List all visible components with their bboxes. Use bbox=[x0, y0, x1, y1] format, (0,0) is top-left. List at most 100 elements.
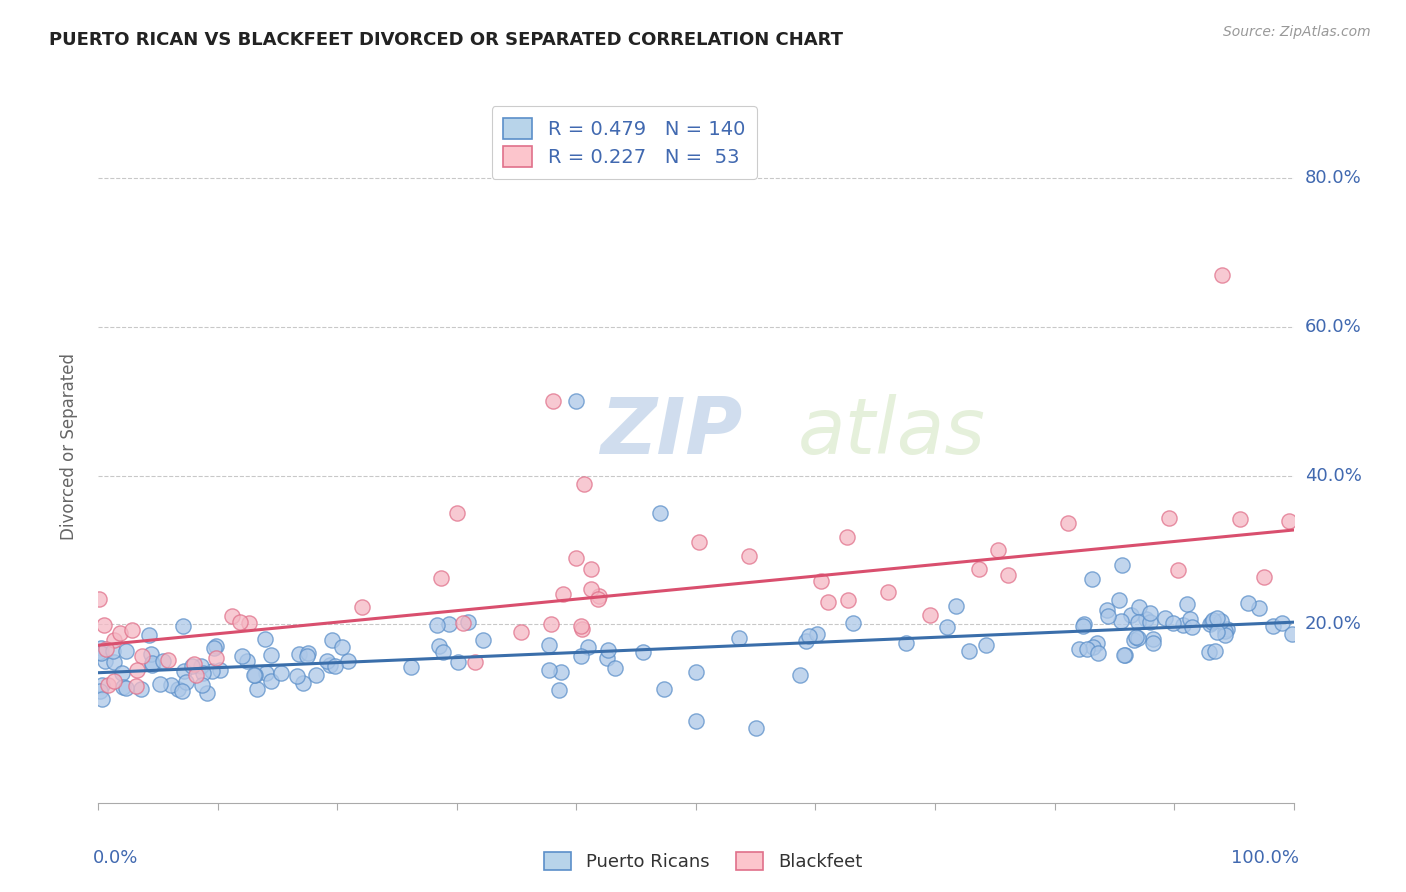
Point bbox=[323, 658, 346, 673]
Point bbox=[152, 654, 174, 668]
Point bbox=[571, 622, 593, 636]
Point bbox=[588, 589, 610, 603]
Point bbox=[170, 683, 193, 698]
Point bbox=[131, 648, 153, 663]
Point bbox=[97, 678, 120, 692]
Point bbox=[569, 648, 592, 663]
Point bbox=[112, 680, 135, 694]
Point bbox=[125, 679, 148, 693]
Point bbox=[565, 394, 588, 409]
Point bbox=[430, 572, 453, 586]
Point bbox=[987, 543, 1010, 558]
Point bbox=[1081, 640, 1104, 654]
Point bbox=[1281, 627, 1303, 641]
Point bbox=[246, 681, 269, 696]
Point bbox=[1180, 612, 1202, 626]
Point bbox=[596, 643, 619, 657]
Point bbox=[1175, 597, 1198, 611]
Point bbox=[127, 663, 149, 677]
Point bbox=[1211, 268, 1233, 282]
Point bbox=[842, 615, 865, 630]
Point bbox=[254, 632, 277, 647]
Point bbox=[936, 619, 959, 633]
Point bbox=[195, 685, 218, 699]
Point bbox=[1263, 618, 1285, 632]
Text: 20.0%: 20.0% bbox=[1305, 615, 1361, 633]
Point bbox=[1125, 630, 1147, 644]
Point bbox=[457, 615, 479, 630]
Point bbox=[103, 644, 125, 658]
Point bbox=[446, 506, 468, 520]
Point bbox=[1229, 511, 1251, 525]
Point bbox=[205, 640, 228, 654]
Point bbox=[1161, 616, 1184, 631]
Point bbox=[1097, 603, 1119, 617]
Point bbox=[87, 645, 110, 659]
Point bbox=[90, 646, 112, 660]
Point bbox=[1114, 648, 1136, 662]
Point bbox=[1198, 617, 1220, 632]
Point bbox=[319, 658, 342, 673]
Text: atlas: atlas bbox=[797, 393, 986, 470]
Point bbox=[93, 654, 115, 668]
Point bbox=[330, 640, 353, 654]
Point bbox=[1205, 624, 1227, 639]
Point bbox=[451, 615, 474, 630]
Point bbox=[141, 658, 163, 673]
Text: PUERTO RICAN VS BLACKFEET DIVORCED OR SEPARATED CORRELATION CHART: PUERTO RICAN VS BLACKFEET DIVORCED OR SE… bbox=[49, 31, 844, 49]
Point bbox=[574, 476, 596, 491]
Point bbox=[1097, 609, 1119, 624]
Point bbox=[1073, 616, 1095, 631]
Point bbox=[1126, 631, 1149, 645]
Point bbox=[551, 587, 574, 601]
Legend: R = 0.479   N = 140, R = 0.227   N =  53: R = 0.479 N = 140, R = 0.227 N = 53 bbox=[492, 106, 756, 178]
Point bbox=[291, 676, 314, 690]
Point bbox=[797, 629, 820, 643]
Point bbox=[173, 664, 195, 678]
Point bbox=[141, 647, 163, 661]
Text: 80.0%: 80.0% bbox=[1305, 169, 1361, 187]
Point bbox=[1201, 615, 1223, 630]
Point bbox=[1087, 646, 1109, 660]
Point bbox=[243, 668, 266, 682]
Point bbox=[297, 647, 319, 661]
Point bbox=[1205, 611, 1227, 625]
Point bbox=[1085, 636, 1108, 650]
Point bbox=[1271, 615, 1294, 630]
Point bbox=[103, 655, 125, 669]
Point bbox=[159, 677, 181, 691]
Point bbox=[579, 562, 602, 576]
Point bbox=[209, 663, 232, 677]
Point bbox=[236, 654, 259, 668]
Point bbox=[149, 677, 172, 691]
Point bbox=[183, 657, 205, 671]
Point bbox=[190, 678, 212, 692]
Point bbox=[969, 562, 991, 576]
Point bbox=[288, 647, 311, 661]
Point bbox=[238, 616, 260, 631]
Point bbox=[439, 616, 461, 631]
Point bbox=[652, 681, 675, 696]
Point bbox=[1209, 614, 1232, 628]
Point bbox=[110, 625, 132, 640]
Legend: Puerto Ricans, Blackfeet: Puerto Ricans, Blackfeet bbox=[537, 845, 869, 879]
Point bbox=[576, 640, 599, 655]
Point bbox=[1073, 619, 1095, 633]
Point bbox=[221, 608, 243, 623]
Point bbox=[569, 618, 592, 632]
Point bbox=[1253, 570, 1275, 584]
Text: ZIP: ZIP bbox=[600, 393, 742, 470]
Point bbox=[1181, 620, 1204, 634]
Point bbox=[920, 608, 942, 623]
Text: 40.0%: 40.0% bbox=[1305, 467, 1361, 484]
Text: 100.0%: 100.0% bbox=[1232, 849, 1299, 867]
Point bbox=[426, 617, 449, 632]
Point bbox=[114, 681, 136, 695]
Point bbox=[89, 684, 111, 698]
Point bbox=[1123, 633, 1146, 648]
Point bbox=[945, 599, 967, 613]
Point bbox=[471, 632, 494, 647]
Point bbox=[810, 574, 832, 588]
Point bbox=[727, 631, 749, 645]
Point bbox=[231, 649, 253, 664]
